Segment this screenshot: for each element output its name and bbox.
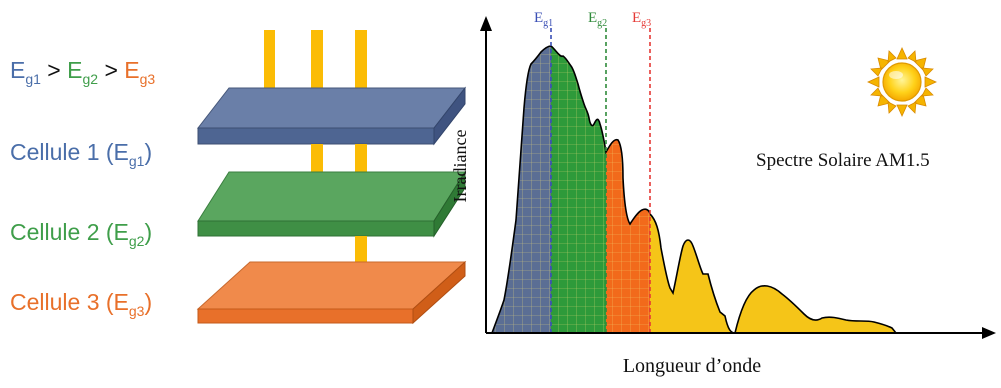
eg3-marker-label: Eg3: [632, 10, 651, 29]
cell-2-slab: [197, 170, 466, 238]
spectrum-yellow-region: [650, 214, 896, 333]
spectrum-plot: [480, 16, 996, 339]
x-axis-label: Longueur d’onde: [623, 355, 761, 377]
eg1-marker-label: Eg1: [534, 10, 553, 29]
svg-text:Eg1 > Eg2 > Eg3: Eg1 > Eg2 > Eg3: [10, 57, 155, 87]
gt-sign-2: >: [98, 57, 124, 83]
cell-2-label: Cellule 2 (Eg2): [10, 219, 152, 249]
cell-1-slab: [196, 86, 467, 146]
sun-icon: [867, 47, 937, 117]
cell-3-slab: [196, 260, 467, 325]
inequality-label: Eg1 > Eg2 > Eg3: [10, 57, 155, 87]
eg1-subscript: g1: [25, 71, 41, 87]
eg1-symbol: E: [10, 57, 25, 83]
cell-1-label: Cellule 1 (Eg1): [10, 139, 152, 169]
gt-sign-1: >: [41, 57, 67, 83]
eg2-subscript: g2: [82, 71, 98, 87]
x-axis-arrowhead: [982, 327, 996, 339]
y-axis-arrowhead: [480, 16, 492, 31]
eg3-subscript: g3: [140, 71, 156, 87]
cell-3-label: Cellule 3 (Eg3): [10, 289, 152, 319]
y-axis-label: Irradiance: [450, 130, 470, 203]
light-arrow-1: [253, 30, 286, 116]
eg2-symbol: E: [67, 57, 82, 83]
eg3-symbol: E: [124, 57, 139, 83]
spectrum-label: Spectre Solaire AM1.5: [756, 150, 930, 171]
eg2-marker-label: Eg2: [588, 10, 607, 29]
